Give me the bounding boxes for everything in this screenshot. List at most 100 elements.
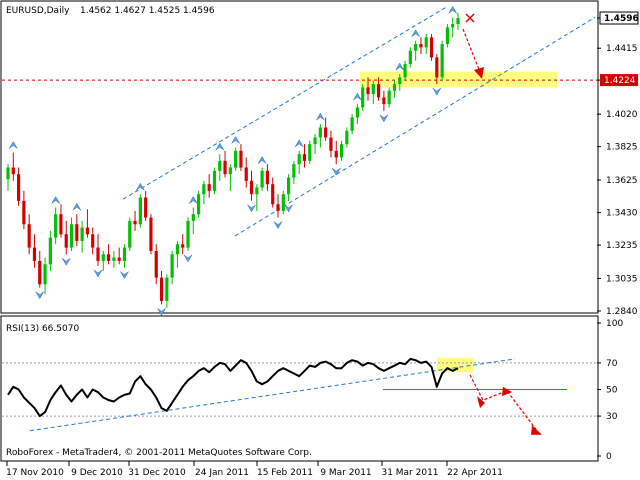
rsi-tick-label: 70	[606, 359, 618, 369]
candle-body	[43, 264, 47, 285]
candle-body	[456, 18, 460, 25]
candle-body	[435, 57, 439, 78]
level-price-label: 1.4224	[604, 76, 636, 86]
candle-body	[228, 167, 232, 175]
candle-body	[297, 154, 301, 165]
candle-body	[440, 44, 444, 78]
candle-body	[191, 214, 195, 221]
candle-body	[408, 50, 412, 65]
candle-body	[11, 167, 15, 175]
fractal-up-icon	[411, 29, 420, 37]
ohlc-label: 1.4562 1.4627 1.4525 1.4596	[80, 6, 215, 16]
candle-body	[382, 97, 386, 105]
fractal-down-icon	[35, 291, 44, 300]
candle-body	[154, 250, 158, 278]
candle-body	[149, 217, 153, 251]
fractal-up-icon	[353, 92, 362, 101]
candle-body	[181, 244, 185, 248]
current-price-label: 1.4596	[604, 14, 639, 24]
cross-marker-icon	[465, 13, 475, 23]
price-tick-label: 1.4020	[606, 110, 638, 120]
copyright-label: RoboForex - MetaTrader4, © 2001-2011 Met…	[6, 448, 312, 458]
candle-body	[27, 224, 31, 248]
current-price-box	[599, 11, 639, 25]
price-tick-label: 1.4415	[606, 44, 638, 54]
candle-body	[403, 64, 407, 78]
candle-body	[329, 137, 333, 151]
candle-body	[345, 130, 349, 145]
candle-body	[308, 144, 312, 161]
candle-body	[355, 107, 359, 118]
candle-body	[107, 254, 111, 261]
fractal-down-icon	[120, 271, 129, 280]
candle-body	[197, 194, 201, 215]
arrow-head-icon	[477, 396, 485, 409]
rsi-line	[7, 357, 459, 418]
candle-body	[69, 224, 74, 248]
candle-body	[75, 224, 79, 241]
resistance-zone	[360, 71, 557, 88]
fractal-down-icon	[332, 167, 341, 176]
candle-body	[260, 170, 264, 188]
rsi-trend-line	[29, 358, 516, 432]
candle-body	[366, 87, 370, 95]
fractal-up-icon	[189, 196, 198, 204]
candle-body	[334, 150, 338, 158]
candle-body	[276, 204, 280, 211]
candle-body	[218, 160, 222, 171]
x-tick-label: 9 Mar 2011	[320, 468, 371, 478]
fractal-up-icon	[231, 135, 240, 144]
x-tick-label: 15 Feb 2011	[257, 468, 313, 478]
candle-body	[318, 127, 322, 138]
candle-body	[91, 234, 95, 248]
candle-body	[85, 227, 89, 235]
candle-body	[361, 87, 365, 108]
x-tick-label: 22 Apr 2011	[447, 468, 503, 478]
rsi-pane	[0, 315, 599, 462]
candle-body	[324, 127, 328, 138]
candle-body	[271, 184, 275, 205]
candle-body	[302, 154, 307, 161]
fractal-up-icon	[51, 196, 60, 204]
x-tick-label: 31 Dec 2010	[128, 468, 186, 478]
candle-body	[212, 170, 217, 191]
candle-body	[122, 247, 127, 261]
candle-body	[48, 237, 52, 265]
candle-body	[281, 194, 285, 211]
candle-body	[244, 167, 248, 181]
rsi-forecast-path	[469, 374, 537, 430]
candle-body	[202, 184, 206, 195]
price-tick-label: 1.2840	[606, 307, 638, 317]
candle-body	[32, 247, 37, 261]
price-tick-label: 1.3235	[606, 241, 638, 251]
candle-body	[398, 77, 402, 85]
candle-body	[249, 180, 254, 195]
candle-body	[64, 234, 68, 248]
candle-body	[117, 257, 121, 261]
rsi-label: RSI(13) 66.5070	[6, 324, 79, 334]
candle-body	[387, 90, 391, 105]
candle-body	[159, 277, 164, 301]
price-tick-label: 1.3825	[606, 143, 638, 153]
rsi-tick-label: 0	[606, 452, 612, 462]
candle-body	[101, 254, 105, 261]
level-price-box	[600, 74, 638, 87]
candle-body	[377, 84, 381, 98]
fractal-down-icon	[379, 114, 389, 123]
candle-body	[144, 197, 148, 218]
fractal-up-icon	[9, 140, 18, 149]
candle-body	[170, 254, 174, 278]
candle-body	[59, 214, 63, 235]
candle-body	[133, 220, 137, 225]
forecast-arrow-line	[462, 28, 481, 73]
fractal-down-icon	[247, 204, 256, 213]
candle-body	[112, 257, 116, 261]
arrow-head-icon	[502, 386, 512, 397]
candle-body	[80, 227, 84, 241]
candle-body	[175, 244, 179, 255]
candle-body	[96, 247, 100, 261]
fractal-down-icon	[273, 221, 283, 230]
fractal-up-icon	[316, 112, 325, 121]
channel-lower-line	[234, 16, 596, 237]
